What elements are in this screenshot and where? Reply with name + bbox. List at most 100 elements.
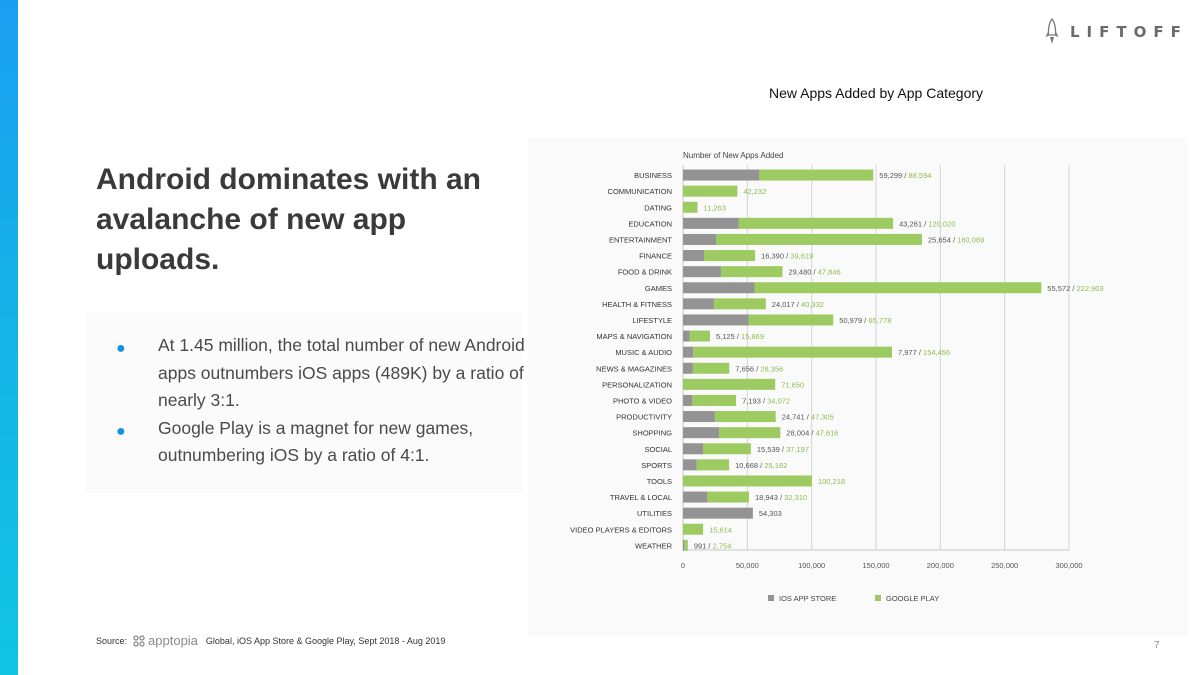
bar-chart: Number of New Apps Added 0 50,000 100,000 15… <box>570 151 1104 603</box>
value-label-google: 28,356 <box>760 364 783 373</box>
value-label-ios: 5,125 <box>716 332 735 341</box>
ios-bar <box>683 411 715 423</box>
source-text: Global, iOS App Store & Google Play, Sep… <box>205 635 446 646</box>
google-play-bar <box>714 411 776 423</box>
value-label-sep: / <box>951 235 957 244</box>
category-label: UTILITIES <box>637 509 672 518</box>
value-label-sep: / <box>811 268 817 277</box>
category-label: PHOTO & VIDEO <box>613 396 672 405</box>
bullet-dot-icon: ● <box>116 340 126 357</box>
value-label-ios: 43,261 <box>899 219 922 228</box>
google-play-bar <box>754 282 1042 294</box>
google-play-bar <box>716 233 922 245</box>
source-label: Source: <box>96 635 128 646</box>
bullets-panel <box>86 313 522 493</box>
value-label-google: 37,197 <box>786 445 809 454</box>
ios-bar <box>683 507 753 519</box>
category-label: HEALTH & FITNESS <box>602 300 672 309</box>
x-tick-label: 300,000 <box>1055 561 1082 570</box>
google-play-bar <box>693 346 892 358</box>
value-label: 10,668 / 25,182 <box>735 461 787 470</box>
x-tick-label: 200,000 <box>927 561 954 570</box>
rocket-icon <box>1045 18 1059 44</box>
value-label-ios: 24,017 <box>772 300 795 309</box>
value-label-google: 15,614 <box>709 525 732 534</box>
value-label: 991 / 2,754 <box>694 541 732 550</box>
category-label: SHOPPING <box>632 429 672 438</box>
value-label-google: 42,232 <box>743 187 766 196</box>
value-label-google: 15,869 <box>741 332 764 341</box>
google-play-bar <box>692 394 737 406</box>
ios-bar <box>683 250 705 262</box>
google-play-bar <box>692 362 730 374</box>
value-label-google: 34,072 <box>767 396 790 405</box>
ios-bar <box>683 233 717 245</box>
category-label: TOOLS <box>647 477 672 486</box>
category-label: ENTERTAINMENT <box>609 235 672 244</box>
value-label: 7,193 / 34,072 <box>742 396 790 405</box>
category-label: PRODUCTIVITY <box>616 413 672 422</box>
value-label-ios: 15,539 <box>757 445 780 454</box>
value-label-google: 47,305 <box>811 413 834 422</box>
value-label-google: 47,846 <box>818 268 841 277</box>
bullet-item: ● Google Play is a magnet for new games, … <box>116 415 526 470</box>
ios-bar <box>683 282 755 294</box>
value-label-ios: 28,004 <box>786 429 809 438</box>
value-label: 71,650 <box>781 380 804 389</box>
ios-bar <box>683 298 714 310</box>
ios-bar <box>683 362 693 374</box>
value-label: 24,741 / 47,305 <box>782 413 834 422</box>
value-label: 11,263 <box>703 203 725 212</box>
ios-bar <box>683 169 760 181</box>
value-label-sep: / <box>922 219 928 228</box>
ios-bar <box>683 394 693 406</box>
ios-bar <box>683 217 739 229</box>
value-label-sep: / <box>805 413 811 422</box>
value-label: 7,977 / 154,456 <box>898 348 950 357</box>
category-label: SOCIAL <box>644 445 672 454</box>
google-play-bar <box>738 217 894 229</box>
page-number: 7 <box>1154 640 1160 651</box>
category-label: TRAVEL & LOCAL <box>610 493 672 502</box>
value-label-google: 47,616 <box>816 429 839 438</box>
value-label: 15,614 <box>709 525 732 534</box>
category-label: NEWS & MAGAZINES <box>596 364 672 373</box>
legend-swatch <box>875 595 881 601</box>
value-label-sep: / <box>754 364 760 373</box>
x-tick-label: 250,000 <box>991 561 1018 570</box>
value-label: 29,480 / 47,846 <box>788 268 840 277</box>
bullet-dot-icon: ● <box>116 422 126 440</box>
ios-bar <box>683 314 749 326</box>
value-label-ios: 25,654 <box>928 235 951 244</box>
apptopia-icon <box>133 634 145 647</box>
apptopia-brand: apptopia <box>133 633 198 648</box>
value-label-google: 39,619 <box>790 252 813 261</box>
google-play-bar <box>683 475 812 487</box>
x-tick-label: 150,000 <box>862 561 889 570</box>
value-label: 54,303 <box>759 509 782 518</box>
category-label: EDUCATION <box>628 219 672 228</box>
value-label-google: 222,903 <box>1077 284 1104 293</box>
value-label: 16,390 / 39,619 <box>761 252 813 261</box>
value-label-sep: / <box>917 348 923 357</box>
value-label-sep: / <box>761 396 767 405</box>
value-label-google: 65,778 <box>868 316 891 325</box>
value-label-ios: 50,979 <box>839 316 862 325</box>
google-play-bar <box>707 491 749 503</box>
ios-bar <box>683 427 720 439</box>
ios-bar <box>683 459 697 471</box>
value-label-sep: / <box>758 461 764 470</box>
value-label-ios: 7,977 <box>898 348 917 357</box>
value-label-google: 88,594 <box>909 171 932 180</box>
category-label: LIFESTYLE <box>632 316 672 325</box>
value-label-ios: 55,572 <box>1047 284 1070 293</box>
value-label-ios: 29,480 <box>788 268 811 277</box>
value-label: 28,004 / 47,616 <box>786 429 838 438</box>
ios-bar <box>683 491 708 503</box>
value-label-google: 32,310 <box>784 493 807 502</box>
google-play-bar <box>704 250 756 262</box>
google-play-bar <box>748 314 834 326</box>
value-label-sep: / <box>1070 284 1076 293</box>
category-label: MAPS & NAVIGATION <box>596 332 672 341</box>
category-label: SPORTS <box>641 461 672 470</box>
